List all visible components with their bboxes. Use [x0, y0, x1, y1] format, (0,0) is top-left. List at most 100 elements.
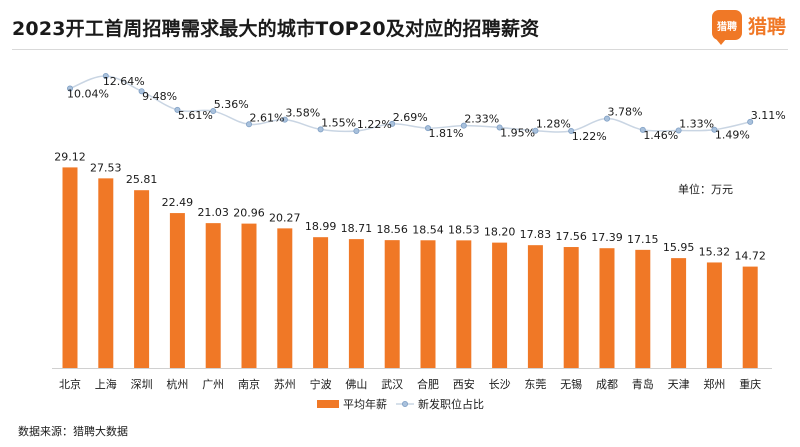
bar-6	[241, 223, 257, 368]
job-share-label: 1.95%	[500, 126, 535, 139]
job-share-label: 3.78%	[608, 106, 643, 119]
job-share-marker	[747, 118, 754, 125]
bar-8	[313, 237, 329, 368]
city-label: 西安	[453, 377, 475, 391]
job-share-labels: 10.04%12.64% 9.48%5.61%5.36%2.61% 3.58%1.5…	[67, 75, 786, 143]
job-share-marker	[317, 126, 324, 133]
bar-value-label: 22.49	[162, 196, 194, 209]
logo-badge-text: 猎聘	[716, 21, 737, 33]
bar-value-label: 18.56	[376, 223, 408, 236]
bar-17	[635, 249, 651, 368]
job-share-label: 12.64%	[103, 75, 145, 88]
job-share-marker	[604, 115, 611, 122]
job-share-marker	[102, 73, 109, 80]
city-label: 无锡	[560, 377, 582, 391]
legend-marker-icon	[401, 400, 408, 407]
city-label: 杭州	[166, 377, 188, 391]
city-label: 武汉	[381, 378, 403, 391]
job-share-label: 1.49%	[715, 129, 750, 142]
bar-value-label: 18.53	[448, 223, 480, 236]
bar-11	[420, 240, 436, 368]
bar-value-label: 21.03	[197, 206, 229, 219]
logo-text: 猎聘	[747, 15, 786, 38]
bar-3	[134, 190, 150, 368]
bar-7	[277, 228, 293, 368]
job-share-marker	[389, 120, 396, 127]
bar-5	[205, 223, 221, 368]
job-share-label: 1.28%	[536, 118, 571, 131]
bar-10	[384, 240, 400, 368]
job-share-marker	[496, 124, 503, 131]
bar-value-label: 17.39	[591, 231, 623, 244]
city-label: 佛山	[345, 378, 367, 391]
bar-value-label: 15.32	[699, 245, 731, 258]
city-label: 深圳	[131, 378, 153, 391]
job-share-label: 5.61%	[178, 109, 213, 122]
city-label: 苏州	[274, 378, 296, 391]
job-share-marker	[210, 108, 217, 115]
bar-value-label: 17.56	[555, 230, 587, 243]
legend: 平均年薪 新发职位占比	[317, 397, 484, 411]
bar-18	[671, 258, 687, 368]
bar-19	[706, 262, 722, 368]
job-share-marker	[281, 116, 288, 123]
job-share-label: 1.22%	[572, 130, 607, 143]
bar-value-label: 20.96	[233, 207, 265, 220]
city-label: 天津	[668, 378, 690, 391]
job-share-marker	[639, 126, 646, 133]
bar-4	[169, 213, 185, 368]
job-share-marker	[460, 122, 467, 129]
job-share-label: 1.81%	[429, 127, 464, 140]
job-share-label: 3.11%	[751, 109, 786, 122]
bar-13	[492, 242, 508, 368]
bar-value-label: 29.12	[54, 150, 86, 163]
job-share-label: 5.36%	[214, 98, 249, 111]
job-share-label: 1.22%	[357, 118, 392, 131]
job-share-marker	[711, 126, 718, 133]
legend-label-salary: 平均年薪	[343, 397, 387, 411]
job-share-label: 2.61%	[250, 111, 285, 124]
job-share-marker	[568, 127, 575, 134]
job-share-label: 10.04%	[67, 88, 109, 101]
bar-value-label: 17.83	[520, 228, 552, 241]
bar-20	[742, 266, 758, 368]
job-share-label: 1.55%	[321, 116, 356, 129]
legend-label-share: 新发职位占比	[418, 397, 484, 411]
city-label: 郑州	[703, 377, 725, 391]
job-share-label: 3.58%	[285, 107, 320, 120]
title-divider	[12, 49, 788, 50]
salary-bars	[62, 167, 758, 368]
job-share-marker	[67, 85, 74, 92]
job-share-marker	[174, 106, 181, 113]
bar-value-label: 25.81	[126, 173, 158, 186]
job-share-label: 2.69%	[393, 111, 428, 124]
job-share-label: 9.48%	[142, 90, 177, 103]
bar-value-label: 18.54	[412, 223, 444, 236]
city-labels: 北京 上海 深圳 杭州 广州 南京 苏州 宁波 佛山 武汉 合肥 西安 长沙 东莞 无锡 成都 青岛 天津 郑州 重庆	[59, 377, 761, 391]
job-share-marker	[138, 88, 145, 95]
bar-value-label: 14.72	[734, 250, 766, 263]
job-share-marker	[675, 127, 682, 134]
city-label: 广州	[202, 378, 224, 391]
city-label: 重庆	[739, 377, 761, 391]
bar-14	[527, 245, 543, 368]
bar-16	[599, 248, 615, 368]
bar-1	[62, 167, 78, 368]
city-label: 青岛	[632, 377, 654, 391]
bar-value-label: 20.27	[269, 211, 301, 224]
city-label: 成都	[596, 378, 618, 391]
job-share-marker	[424, 125, 431, 132]
bar-value-label: 17.15	[627, 233, 659, 246]
logo-badge-icon: 猎聘	[711, 10, 742, 45]
job-share-marker	[532, 127, 539, 134]
bar-9	[348, 239, 364, 368]
bar-12	[456, 240, 472, 368]
bar-15	[563, 247, 579, 368]
job-share-marker	[245, 121, 252, 128]
city-label: 北京	[59, 377, 81, 391]
data-source: 数据来源：猎聘大数据	[18, 425, 128, 438]
city-label: 宁波	[310, 377, 332, 391]
city-label: 长沙	[489, 378, 511, 391]
